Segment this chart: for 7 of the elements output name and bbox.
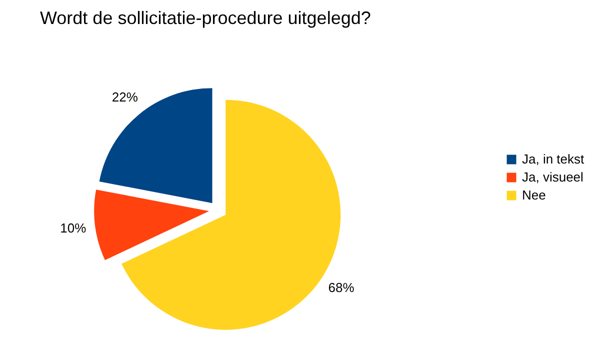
legend-label: Ja, visueel — [522, 170, 584, 184]
chart-title: Wordt de sollicitatie-procedure uitgelegd? — [40, 8, 371, 28]
data-label: 10% — [60, 220, 87, 236]
legend-label: Ja, in tekst — [522, 152, 585, 166]
data-label: 22% — [112, 90, 138, 105]
data-label: 68% — [328, 280, 355, 296]
legend-label: Nee — [522, 188, 546, 202]
